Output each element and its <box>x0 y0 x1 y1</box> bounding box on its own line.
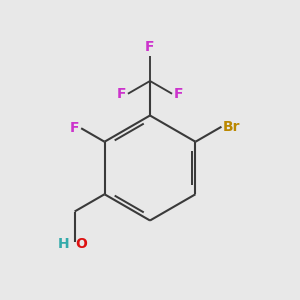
Text: Br: Br <box>223 120 241 134</box>
Text: F: F <box>70 121 80 135</box>
Text: F: F <box>145 40 155 54</box>
Text: F: F <box>117 87 126 101</box>
Text: H: H <box>58 237 69 251</box>
Text: O: O <box>75 237 87 251</box>
Text: F: F <box>174 87 183 101</box>
